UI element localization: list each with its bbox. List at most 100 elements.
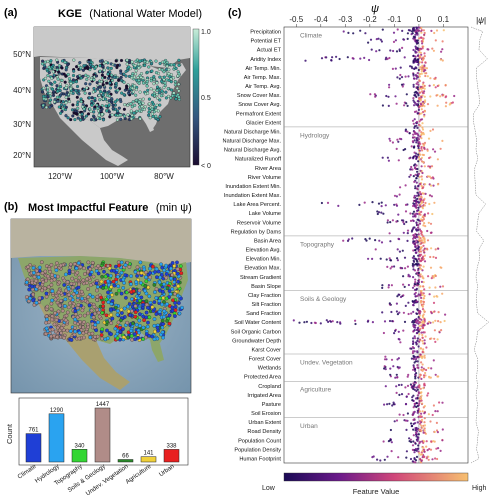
- lon-tick-120: 120°W: [48, 172, 73, 181]
- kge-gauge-point: [147, 65, 151, 69]
- shap-point: [395, 373, 398, 376]
- shap-point: [390, 284, 393, 287]
- kge-gauge-point: [63, 80, 67, 84]
- shap-point: [420, 366, 423, 369]
- impact-gauge-point: [177, 311, 182, 316]
- shap-point: [351, 237, 354, 240]
- shap-point: [434, 274, 437, 278]
- impact-gauge-point: [109, 321, 114, 325]
- impact-gauge-point: [45, 304, 50, 309]
- shap-point: [421, 171, 424, 175]
- shap-point: [412, 60, 415, 63]
- kge-gauge-point: [67, 97, 71, 101]
- shap-point: [421, 153, 424, 156]
- shap-point: [399, 267, 402, 270]
- shap-point: [367, 41, 370, 44]
- impact-gauge-point: [126, 309, 131, 314]
- kge-gauge-point: [125, 58, 129, 62]
- shap-point: [432, 321, 435, 324]
- kge-gauge-point: [130, 86, 135, 90]
- shap-point: [417, 201, 420, 204]
- shap-point: [412, 418, 415, 421]
- psi-tick-label: -0.2: [363, 15, 377, 24]
- impact-gauge-point: [65, 280, 70, 284]
- shap-point: [384, 58, 387, 61]
- shap-point: [423, 90, 426, 93]
- impact-gauge-point: [73, 320, 77, 325]
- impact-gauge-point: [129, 328, 133, 333]
- kge-gauge-point: [55, 84, 59, 88]
- shap-point: [417, 147, 420, 150]
- shap-point: [412, 337, 415, 340]
- shap-point: [418, 72, 422, 76]
- shap-point: [425, 445, 428, 448]
- panel-a-lon-ticks: 120°W 100°W 80°W: [48, 172, 174, 181]
- kge-gauge-point: [87, 60, 91, 64]
- shap-point: [423, 66, 426, 70]
- shap-point: [439, 58, 442, 61]
- shap-point: [381, 286, 384, 289]
- impact-gauge-point: [165, 302, 169, 307]
- impact-gauge-point: [34, 300, 39, 305]
- shap-point: [451, 101, 454, 104]
- kge-gauge-point: [101, 64, 105, 68]
- kge-gauge-point: [108, 70, 112, 74]
- kge-gauge-point: [94, 118, 98, 122]
- impact-gauge-point: [77, 336, 82, 341]
- shap-point: [393, 332, 396, 335]
- shap-point: [413, 139, 416, 142]
- impact-gauge-point: [151, 264, 155, 269]
- shap-point: [359, 29, 362, 32]
- kge-gauge-point: [56, 77, 60, 81]
- kge-gauge-point: [83, 66, 87, 70]
- kge-gauge-point: [175, 86, 179, 90]
- shap-point: [416, 212, 419, 215]
- shap-point: [413, 196, 416, 199]
- shap-point: [415, 204, 418, 207]
- shap-point: [418, 222, 422, 225]
- impact-gauge-point: [49, 307, 54, 311]
- shap-point: [436, 457, 439, 461]
- impact-gauge-point: [170, 287, 175, 291]
- shap-point: [402, 413, 405, 417]
- group-label: Undev. Vegetation: [300, 359, 353, 366]
- shap-point: [398, 250, 401, 253]
- shap-point: [405, 428, 408, 431]
- abs-psi-label: |ψ|: [476, 16, 486, 25]
- shap-point: [412, 428, 415, 431]
- impact-gauge-point: [95, 298, 100, 302]
- shap-point: [363, 56, 366, 60]
- shap-point: [436, 183, 440, 186]
- kge-gauge-point: [71, 103, 75, 107]
- kge-gauge-point: [102, 68, 106, 72]
- shap-point: [383, 367, 386, 370]
- impact-gauge-point: [137, 330, 141, 335]
- bar-category-label: Agriculture: [124, 463, 153, 486]
- shap-point: [421, 122, 424, 125]
- shap-point: [423, 354, 426, 357]
- impact-gauge-point: [32, 275, 37, 279]
- panel-a-label: (a): [4, 7, 18, 19]
- shap-point: [427, 221, 430, 224]
- shap-point: [400, 219, 404, 222]
- shap-point: [413, 67, 416, 70]
- kge-gauge-point: [90, 103, 94, 107]
- shap-point: [434, 256, 438, 259]
- shap-point: [416, 72, 419, 75]
- impact-gauge-point: [116, 284, 121, 289]
- kge-gauge-point: [115, 98, 119, 102]
- impact-gauge-point: [70, 285, 75, 290]
- kge-gauge-point: [77, 92, 81, 96]
- kge-gauge-point: [126, 113, 130, 117]
- kge-gauge-point: [130, 74, 134, 78]
- shap-point: [412, 122, 415, 125]
- impact-gauge-point: [44, 314, 49, 319]
- shap-point: [429, 77, 432, 80]
- shap-point: [416, 209, 419, 212]
- impact-gauge-point: [177, 301, 181, 305]
- shap-point: [420, 355, 423, 358]
- shap-point: [376, 458, 379, 461]
- impact-gauge-point: [31, 292, 35, 297]
- shap-point: [420, 257, 424, 260]
